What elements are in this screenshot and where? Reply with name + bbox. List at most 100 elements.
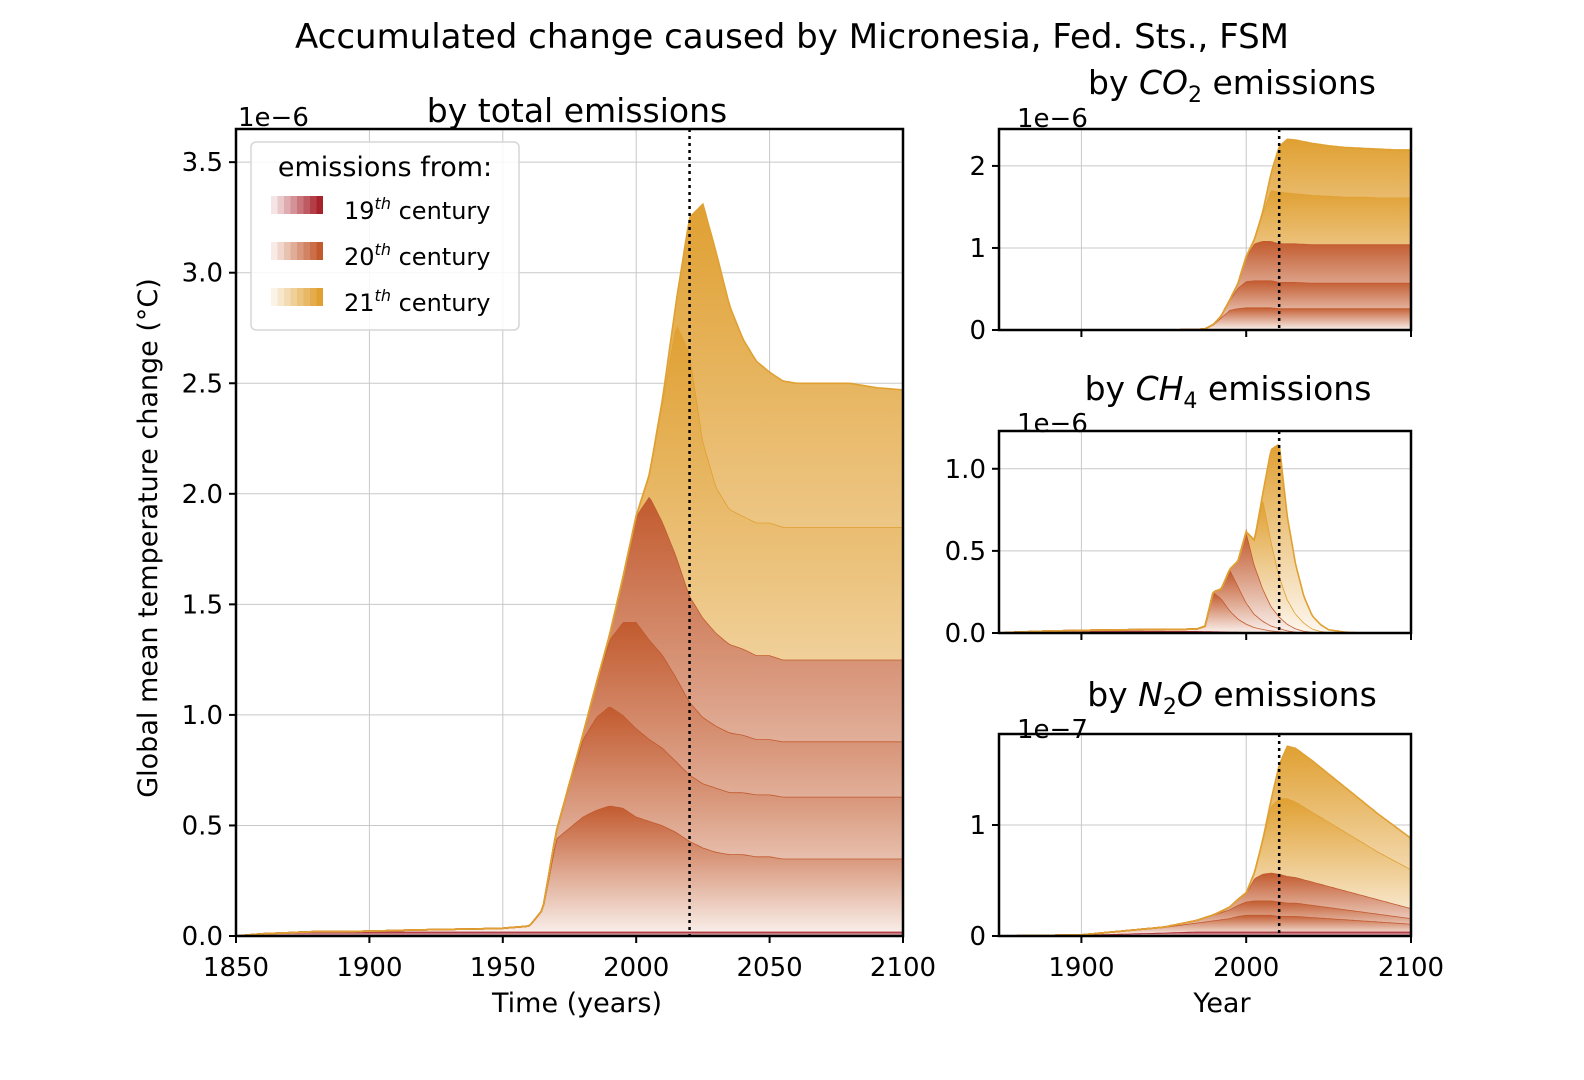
area-edge-21th-century xyxy=(999,443,1411,633)
legend-swatch-cell xyxy=(303,196,310,214)
area-series-20th-century xyxy=(999,914,1411,936)
plot-frame-n2o xyxy=(997,732,1413,938)
y-offset-label-n2o: 1e−7 xyxy=(1017,715,1088,745)
legend-swatch-cell xyxy=(310,196,317,214)
stacked-areas-n2o xyxy=(999,745,1411,936)
legend-swatch-cell xyxy=(284,196,291,214)
legend-label-20th: 20th century xyxy=(344,240,490,271)
legend-swatch-cell xyxy=(271,288,278,306)
y-tick-label: 2.5 xyxy=(182,369,223,399)
area-series-21th-century xyxy=(999,445,1411,633)
stacked-areas-total xyxy=(236,202,903,936)
legend-swatch-cell xyxy=(316,288,323,306)
panel-n2o-emissions: by N2O emissions 1e−7 1900 2000 2100 01 Ye… xyxy=(969,675,1444,1019)
legend-swatch-cell xyxy=(310,288,317,306)
y-tick-label: 1 xyxy=(969,234,986,264)
area-series-21th-century xyxy=(236,204,903,936)
legend-swatch-cell xyxy=(316,196,323,214)
legend-swatch-cell xyxy=(297,288,304,306)
x-tick-label: 2100 xyxy=(1378,953,1444,983)
x-tick-label: 2000 xyxy=(603,953,669,983)
area-edge-21th-century xyxy=(236,202,903,936)
y-axis-label-total: Global mean temperature change (°C) xyxy=(133,278,164,798)
legend-swatch-cell xyxy=(297,242,304,260)
y-tick-label: 3.5 xyxy=(182,148,223,178)
legend-swatch-cell xyxy=(277,242,284,260)
legend-swatch-20th xyxy=(271,242,323,260)
x-axis-label-n2o: Year xyxy=(1192,988,1251,1019)
x-tick-label: 2050 xyxy=(737,953,803,983)
panel-title-co2: by CO2 emissions xyxy=(1088,63,1376,108)
x-tick-label: 1850 xyxy=(203,953,269,983)
panel-title-n2o: by N2O emissions xyxy=(1087,675,1377,720)
y-tick-label: 1.0 xyxy=(182,701,223,731)
legend-box xyxy=(250,141,520,331)
legend-swatch-cell xyxy=(271,196,278,214)
x-tick-label: 2000 xyxy=(1213,953,1279,983)
x-ticks-n2o: 1900 2000 2100 xyxy=(1048,936,1444,983)
panel-co2-emissions: by CO2 emissions 1e−6 012 xyxy=(969,63,1413,346)
stacked-areas-ch4 xyxy=(999,443,1411,633)
figure-suptitle: Accumulated change caused by Micronesia,… xyxy=(295,17,1289,57)
legend-swatch-19th xyxy=(271,196,323,214)
panel-total-emissions: by total emissions 1e−6 1850 1900 1950 2000… xyxy=(133,91,936,1019)
legend-swatch-cell xyxy=(271,242,278,260)
legend-swatch-21st xyxy=(271,288,323,306)
area-series-21th-century xyxy=(236,325,903,936)
area-series-21th-century xyxy=(999,798,1411,936)
legend-swatch-cell xyxy=(316,242,323,260)
legend-swatch-cell xyxy=(290,196,297,214)
area-series-21th-century xyxy=(999,190,1411,330)
area-edge-20th-century xyxy=(999,528,1411,633)
area-series-21th-century xyxy=(999,500,1411,633)
y-ticks-n2o: 01 xyxy=(969,811,999,952)
legend-swatch-cell xyxy=(297,196,304,214)
grid-ch4 xyxy=(999,431,1411,634)
area-edge-21th-century xyxy=(999,499,1411,633)
x-ticks-total: 1850 1900 1950 2000 2050 2100 xyxy=(203,936,936,983)
x-axis-label-total: Time (years) xyxy=(491,988,662,1019)
legend-swatch-cell xyxy=(303,242,310,260)
area-series-20th-century xyxy=(236,496,903,936)
legend-swatch-cell xyxy=(284,288,291,306)
y-offset-label-ch4: 1e−6 xyxy=(1017,409,1088,439)
area-series-20th-century xyxy=(236,805,903,936)
area-series-20th-century xyxy=(236,622,903,936)
panel-title-total: by total emissions xyxy=(427,91,727,130)
y-tick-label: 2.0 xyxy=(182,480,223,510)
legend-swatch-cell xyxy=(277,196,284,214)
legend: emissions from: 19th century 20th centur… xyxy=(250,141,520,331)
y-tick-label: 0.5 xyxy=(182,811,223,841)
legend-swatch-cell xyxy=(284,242,291,260)
x-tick-label: 1950 xyxy=(470,953,536,983)
legend-label-21st: 21th century xyxy=(344,286,490,317)
y-tick-label: 1 xyxy=(969,811,986,841)
y-ticks-co2: 0 1 2 xyxy=(969,152,999,346)
stacked-areas-co2 xyxy=(999,138,1411,330)
legend-title: emissions from: xyxy=(278,152,492,183)
area-series-21th-century xyxy=(999,746,1411,936)
y-ticks-total: 0.0 0.5 1.0 1.5 2.0 2.5 3.0 3.5 xyxy=(182,148,236,952)
area-series-20th-century xyxy=(236,706,903,936)
panel-ch4-emissions: by CH4 emissions 1e−6 0.0 0.5 1.0 xyxy=(945,369,1413,649)
y-tick-label: 3.0 xyxy=(182,259,223,289)
panel-title-ch4: by CH4 emissions xyxy=(1085,369,1372,414)
legend-label-19th: 19th century xyxy=(344,194,490,225)
y-tick-label: 0 xyxy=(969,922,986,952)
y-tick-label: 0.0 xyxy=(182,922,223,952)
legend-swatch-cell xyxy=(277,288,284,306)
plot-frame-total xyxy=(234,127,905,938)
area-series-20th-century xyxy=(999,241,1411,330)
legend-swatch-cell xyxy=(290,288,297,306)
area-series-20th-century xyxy=(999,872,1411,936)
plot-frame-ch4 xyxy=(997,429,1413,635)
x-ticks-co2 xyxy=(1080,330,1412,337)
area-series-20th-century xyxy=(999,531,1411,633)
legend-swatch-cell xyxy=(303,288,310,306)
y-tick-label: 0.5 xyxy=(945,537,986,567)
legend-swatch-cell xyxy=(290,242,297,260)
y-tick-label: 2 xyxy=(969,152,986,182)
area-series-20th-century xyxy=(999,280,1411,330)
area-series-20th-century xyxy=(999,307,1411,330)
